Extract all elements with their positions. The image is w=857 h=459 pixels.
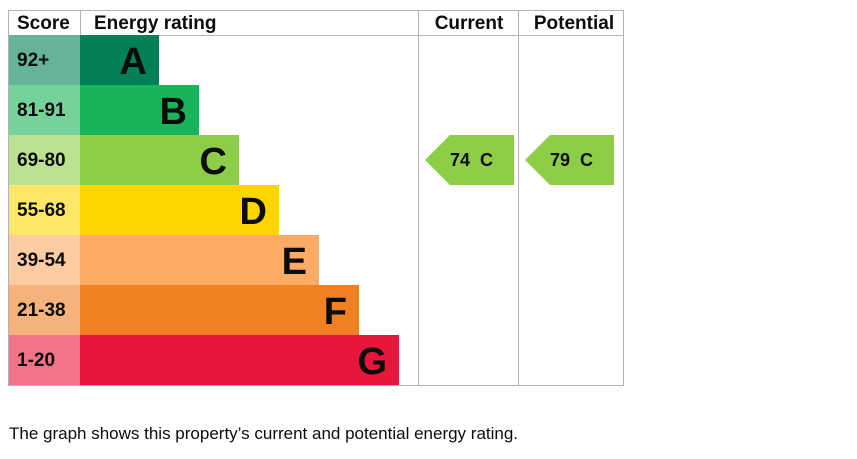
- score-cell-b: [9, 85, 80, 135]
- header-potential: Potential: [534, 13, 614, 34]
- score-label-e: 39-54: [17, 250, 66, 271]
- potential-rating-label: 79 C: [550, 150, 593, 170]
- score-label-c: 69-80: [17, 150, 66, 171]
- header-energy-rating: Energy rating: [94, 13, 216, 34]
- current-rating-arrow: [425, 135, 514, 185]
- band-bar-d: [80, 185, 279, 235]
- score-cell-d: [9, 185, 80, 235]
- rating-arrows: 74 C 79 C: [425, 135, 614, 185]
- band-letter-c: C: [200, 141, 227, 183]
- band-bar-c: [80, 135, 239, 185]
- band-letter-d: D: [240, 191, 267, 233]
- score-cell-f: [9, 285, 80, 335]
- band-bar-e: [80, 235, 319, 285]
- header-current: Current: [435, 13, 504, 34]
- current-rating-label: 74 C: [450, 150, 493, 170]
- chart-frame: [8, 10, 624, 386]
- band-bar-b: [80, 85, 199, 135]
- band-letter-g: G: [357, 341, 387, 383]
- score-cell-a: [9, 35, 80, 85]
- band-bar-f: [80, 285, 359, 335]
- score-cell-c: [9, 135, 80, 185]
- score-cell-g: [9, 335, 80, 385]
- band-bar-g: [80, 335, 399, 385]
- band-letter-f: F: [324, 291, 347, 333]
- score-label-g: 1-20: [17, 350, 55, 371]
- score-label-f: 21-38: [17, 300, 66, 321]
- energy-rating-chart: Score Energy rating Current Potential 92…: [8, 10, 624, 386]
- score-cell-e: [9, 235, 80, 285]
- score-label-a: 92+: [17, 50, 49, 71]
- band-letter-b: B: [160, 91, 187, 133]
- band-letter-a: A: [120, 41, 147, 83]
- potential-rating-arrow: [525, 135, 614, 185]
- band-letter-e: E: [282, 241, 307, 283]
- band-bar-a: [80, 35, 159, 85]
- score-label-d: 55-68: [17, 200, 66, 221]
- rating-bands: 92+ A 81-91 B 69-80 C 55-68 D 39-54 E 21-38 F 1-20 G: [9, 35, 399, 385]
- score-label-b: 81-91: [17, 100, 66, 121]
- header-score: Score: [17, 13, 70, 34]
- chart-caption: The graph shows this property’s current …: [9, 424, 519, 443]
